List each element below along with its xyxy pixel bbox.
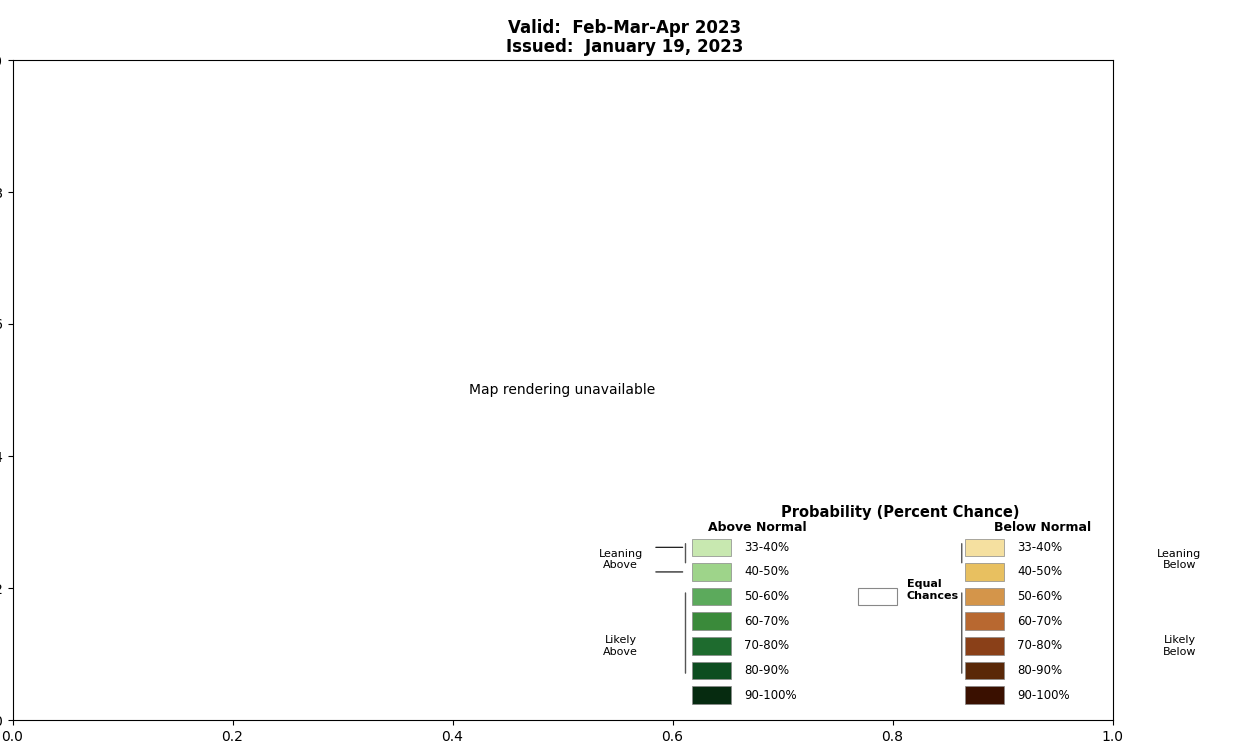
- Text: Issued:  January 19, 2023: Issued: January 19, 2023: [506, 38, 744, 56]
- FancyBboxPatch shape: [693, 538, 731, 556]
- FancyBboxPatch shape: [693, 588, 731, 605]
- FancyBboxPatch shape: [693, 563, 731, 580]
- FancyBboxPatch shape: [965, 613, 1004, 630]
- Text: Equal
Chances: Equal Chances: [906, 580, 959, 601]
- Text: Leaning
Above: Leaning Above: [599, 549, 642, 571]
- Text: 60-70%: 60-70%: [1017, 615, 1062, 628]
- Text: 70-80%: 70-80%: [744, 639, 789, 652]
- Text: 70-80%: 70-80%: [1017, 639, 1062, 652]
- Text: Map rendering unavailable: Map rendering unavailable: [470, 383, 656, 397]
- Text: 80-90%: 80-90%: [1017, 664, 1062, 677]
- Text: 40-50%: 40-50%: [744, 566, 789, 578]
- FancyBboxPatch shape: [858, 588, 896, 605]
- FancyBboxPatch shape: [693, 662, 731, 680]
- FancyBboxPatch shape: [965, 662, 1004, 680]
- FancyBboxPatch shape: [965, 588, 1004, 605]
- Text: Valid:  Feb-Mar-Apr 2023: Valid: Feb-Mar-Apr 2023: [509, 19, 741, 37]
- FancyBboxPatch shape: [965, 563, 1004, 580]
- Text: 40-50%: 40-50%: [1017, 566, 1062, 578]
- Text: 50-60%: 50-60%: [1017, 590, 1062, 603]
- FancyBboxPatch shape: [693, 613, 731, 630]
- Text: 80-90%: 80-90%: [744, 664, 789, 677]
- FancyBboxPatch shape: [965, 637, 1004, 655]
- Text: 90-100%: 90-100%: [1017, 688, 1070, 702]
- Text: Below Normal: Below Normal: [995, 521, 1091, 534]
- Text: Probability (Percent Chance): Probability (Percent Chance): [781, 505, 1019, 520]
- FancyBboxPatch shape: [693, 686, 731, 704]
- FancyBboxPatch shape: [693, 637, 731, 655]
- FancyBboxPatch shape: [965, 538, 1004, 556]
- Text: 60-70%: 60-70%: [744, 615, 789, 628]
- Text: Likely
Below: Likely Below: [1162, 635, 1196, 657]
- FancyBboxPatch shape: [965, 686, 1004, 704]
- Text: Leaning
Below: Leaning Below: [1158, 549, 1201, 571]
- Text: 50-60%: 50-60%: [744, 590, 789, 603]
- Text: 33-40%: 33-40%: [744, 541, 789, 554]
- Text: Likely
Above: Likely Above: [602, 635, 638, 657]
- Text: 33-40%: 33-40%: [1017, 541, 1062, 554]
- Text: 90-100%: 90-100%: [744, 688, 796, 702]
- Text: Above Normal: Above Normal: [707, 521, 806, 534]
